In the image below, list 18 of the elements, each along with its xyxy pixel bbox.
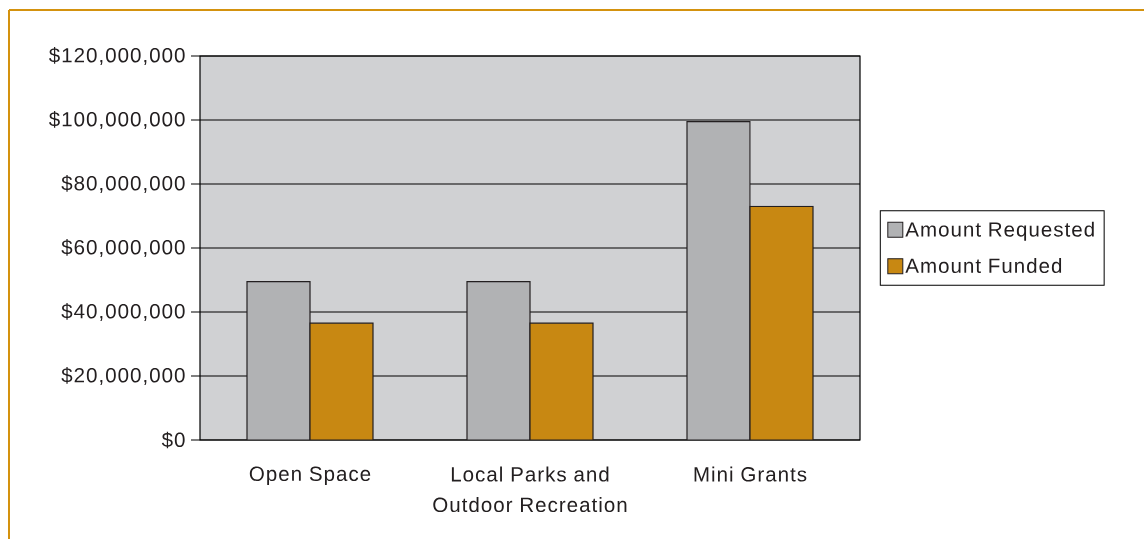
legend-label: Amount Funded: [905, 258, 1062, 274]
y-tick-label: $60,000,000: [61, 239, 185, 257]
bar: [529, 322, 594, 440]
bar: [309, 322, 374, 440]
y-tick-label: $20,000,000: [61, 367, 185, 385]
y-tick-label: $80,000,000: [61, 175, 185, 193]
y-tick-label: $0: [161, 431, 185, 449]
bar: [686, 121, 751, 440]
x-tick-label: Mini Grants: [694, 466, 807, 482]
bar: [749, 205, 814, 440]
legend-label: Amount Requested: [905, 221, 1094, 241]
x-tick-label: Local Parks and Outdoor Recreation: [433, 466, 627, 513]
bar: [246, 281, 311, 440]
bar: [466, 281, 531, 440]
y-tick-label: $120,000,000: [49, 47, 185, 65]
y-tick-label: $40,000,000: [61, 303, 185, 321]
x-tick-label: Open Space: [249, 466, 371, 486]
y-tick-label: $100,000,000: [49, 111, 185, 129]
